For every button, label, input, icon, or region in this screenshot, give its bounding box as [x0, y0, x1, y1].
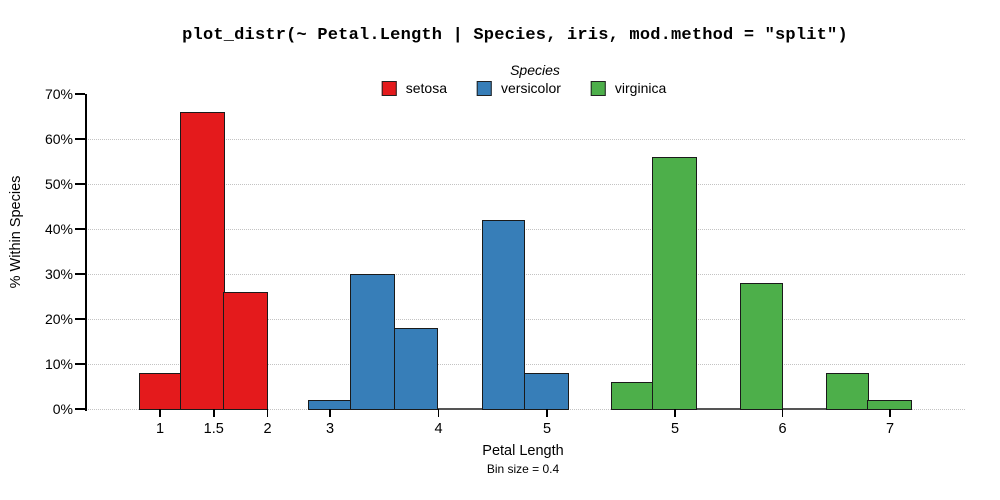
gridline	[86, 318, 965, 320]
y-tick-label: 10%	[44, 355, 73, 372]
legend-label: setosa	[405, 80, 447, 96]
x-tick-label: 6	[778, 421, 787, 437]
x-tick-label: 3	[325, 421, 335, 437]
x-tick	[213, 409, 215, 417]
x-tick-label: 1.5	[203, 421, 224, 437]
x-tick-label: 4	[434, 421, 443, 437]
bar-versicolor-5	[523, 373, 569, 410]
y-axis-line	[85, 94, 87, 411]
gridline	[86, 183, 965, 185]
legend: Species setosa versicolor virginica	[381, 62, 667, 96]
bar-setosa-0	[138, 373, 182, 410]
x-tick	[266, 409, 269, 417]
legend-label: versicolor	[500, 80, 561, 96]
legend-swatch-virginica	[590, 80, 606, 96]
plot-title: plot_distr(~ Petal.Length | Species, iri…	[182, 26, 848, 45]
y-tick-label: 50%	[44, 175, 73, 192]
y-tick	[75, 93, 85, 95]
y-tick	[75, 273, 85, 275]
x-tick-label: 1	[155, 421, 165, 437]
gridline	[86, 228, 965, 230]
y-tick	[75, 228, 85, 230]
zero-baseline-virginica	[695, 407, 741, 410]
legend-item-versicolor: versicolor	[476, 80, 561, 96]
y-tick-label: 30%	[44, 265, 73, 282]
x-tick-label: 5	[670, 421, 680, 437]
x-tick	[159, 409, 161, 417]
legend-title: Species	[510, 62, 560, 78]
y-tick-label: 40%	[44, 220, 73, 237]
y-tick	[75, 408, 85, 410]
bar-versicolor-2	[393, 328, 439, 410]
y-tick-label: 20%	[44, 310, 73, 327]
bar-virginica-1	[652, 157, 697, 410]
y-tick-label: 60%	[44, 130, 73, 147]
y-tick	[75, 138, 85, 140]
legend-item-setosa: setosa	[381, 80, 447, 96]
zero-baseline-versicolor	[437, 407, 483, 410]
bar-setosa-1	[180, 112, 225, 410]
x-tick	[437, 409, 440, 417]
y-tick-label: 0%	[52, 400, 73, 417]
gridline	[86, 138, 965, 140]
gridline	[86, 273, 965, 275]
zero-baseline-virginica	[781, 407, 827, 410]
legend-item-virginica: virginica	[590, 80, 667, 96]
x-tick	[546, 409, 548, 417]
legend-swatch-setosa	[381, 80, 397, 96]
legend-items: setosa versicolor virginica	[381, 80, 667, 96]
x-tick	[781, 409, 784, 417]
x-tick	[889, 409, 891, 417]
bar-versicolor-1	[350, 274, 396, 410]
bar-setosa-2	[223, 292, 268, 410]
x-tick-label: 7	[885, 421, 895, 437]
legend-label: virginica	[614, 80, 667, 96]
bin-size-label: Bin size = 0.4	[486, 462, 560, 476]
x-tick-label: 5	[542, 421, 552, 437]
x-tick-label: 2	[263, 421, 272, 437]
y-tick	[75, 318, 85, 320]
x-axis-label: Petal Length	[482, 443, 564, 459]
y-tick-label: 70%	[44, 85, 73, 102]
bar-versicolor-4	[481, 220, 526, 410]
bar-virginica-5	[825, 373, 869, 410]
legend-swatch-versicolor	[476, 80, 492, 96]
y-tick	[75, 363, 85, 365]
y-tick	[75, 183, 85, 185]
bar-virginica-0	[610, 382, 654, 410]
gridline	[86, 363, 965, 365]
bar-virginica-3	[739, 283, 783, 410]
x-tick	[329, 409, 331, 417]
x-tick	[674, 409, 676, 417]
